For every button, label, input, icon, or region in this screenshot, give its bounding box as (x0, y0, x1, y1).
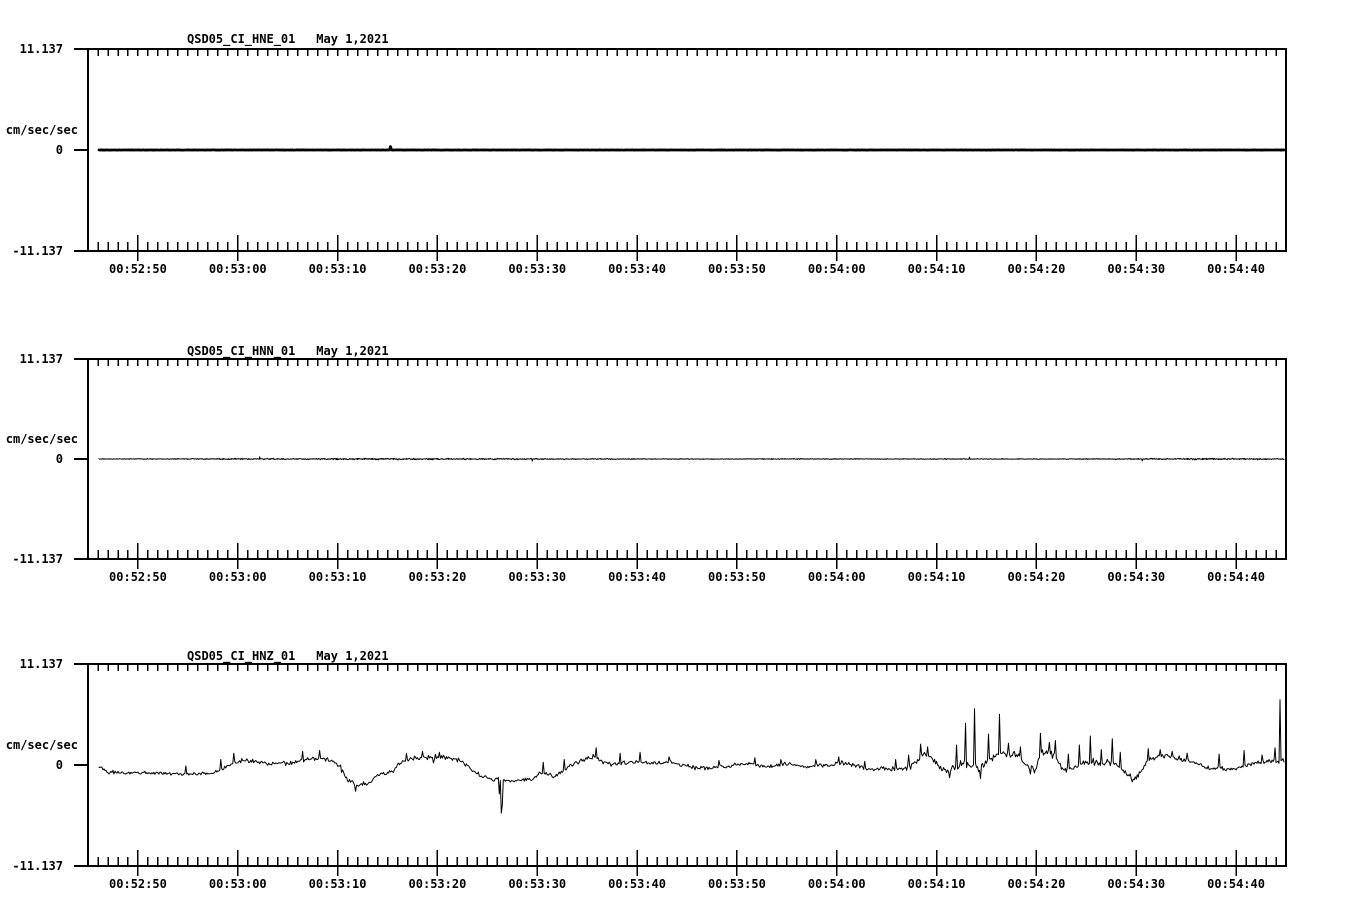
waveform-trace-hnn (98, 456, 1285, 462)
panel-date: May 1,2021 (316, 32, 388, 46)
x-tick-label: 00:53:20 (409, 877, 467, 891)
x-tick-label: 00:53:30 (508, 570, 566, 584)
panel-qsd05_ci_hnn_01: QSD05_CI_HNN_01 May 1,2021 11.137 cm/sec/se… (6, 344, 1287, 584)
x-tick-label: 00:53:00 (209, 877, 267, 891)
x-tick-label: 00:54:30 (1107, 570, 1165, 584)
x-tick-label: 00:53:30 (508, 877, 566, 891)
x-tick-label: 00:54:00 (808, 262, 866, 276)
x-tick-label: 00:53:40 (608, 262, 666, 276)
x-tick-label: 00:53:40 (608, 570, 666, 584)
panel-date: May 1,2021 (316, 649, 388, 663)
waveform-trace-hne (97, 145, 1286, 152)
y-tick-label-max: 11.137 (20, 657, 63, 671)
x-tick-label: 00:53:10 (309, 570, 367, 584)
x-tick-label: 00:54:20 (1008, 262, 1066, 276)
x-tick-label: 00:53:40 (608, 877, 666, 891)
x-tick-label: 00:53:20 (409, 262, 467, 276)
x-tick-label: 00:53:20 (409, 570, 467, 584)
x-tick-label: 00:53:30 (508, 262, 566, 276)
x-tick-label: 00:53:00 (209, 570, 267, 584)
panel-qsd05_ci_hne_01: QSD05_CI_HNE_01 May 1,2021 11.137 cm/sec/se… (6, 32, 1287, 276)
x-tick-label: 00:54:40 (1207, 570, 1265, 584)
x-tick-label: 00:54:00 (808, 570, 866, 584)
y-tick-label-zero: 0 (56, 758, 63, 772)
panel-title: QSD05_CI_HNN_01 (187, 344, 295, 359)
x-tick-label: 00:52:50 (109, 262, 167, 276)
x-tick-label: 00:54:20 (1008, 877, 1066, 891)
panel-title: QSD05_CI_HNE_01 (187, 32, 295, 47)
x-tick-label: 00:53:10 (309, 262, 367, 276)
waveform-trace-hnz (98, 699, 1285, 814)
x-tick-label: 00:54:10 (908, 262, 966, 276)
y-tick-label-zero: 0 (56, 452, 63, 466)
y-tick-label-max: 11.137 (20, 352, 63, 366)
x-tick-label: 00:53:10 (309, 877, 367, 891)
axis-ticks (97, 359, 1277, 569)
axis-ticks (97, 49, 1277, 261)
x-tick-label: 00:53:50 (708, 262, 766, 276)
panel-title: QSD05_CI_HNZ_01 (187, 649, 295, 664)
x-tick-label: 00:54:30 (1107, 262, 1165, 276)
x-tick-label: 00:53:00 (209, 262, 267, 276)
x-tick-label: 00:54:40 (1207, 262, 1265, 276)
y-tick-label-min: -11.137 (12, 244, 63, 258)
x-tick-label: 00:53:50 (708, 570, 766, 584)
x-tick-label: 00:54:00 (808, 877, 866, 891)
y-tick-label-zero: 0 (56, 143, 63, 157)
panel-qsd05_ci_hnz_01: QSD05_CI_HNZ_01 May 1,2021 11.137 cm/sec/se… (6, 649, 1287, 891)
x-tick-label: 00:53:50 (708, 877, 766, 891)
x-tick-label: 00:52:50 (109, 877, 167, 891)
x-tick-label: 00:54:20 (1008, 570, 1066, 584)
y-tick-label-min: -11.137 (12, 552, 63, 566)
x-tick-label: 00:54:10 (908, 877, 966, 891)
axis-ticks (97, 664, 1277, 876)
x-tick-label: 00:54:10 (908, 570, 966, 584)
y-tick-label-min: -11.137 (12, 859, 63, 873)
y-tick-label-max: 11.137 (20, 42, 63, 56)
panel-date: May 1,2021 (316, 344, 388, 358)
y-axis-units-label: cm/sec/sec (6, 123, 78, 137)
x-tick-label: 00:54:30 (1107, 877, 1165, 891)
x-tick-label: 00:54:40 (1207, 877, 1265, 891)
x-tick-label: 00:52:50 (109, 570, 167, 584)
y-axis-units-label: cm/sec/sec (6, 738, 78, 752)
y-axis-units-label: cm/sec/sec (6, 432, 78, 446)
